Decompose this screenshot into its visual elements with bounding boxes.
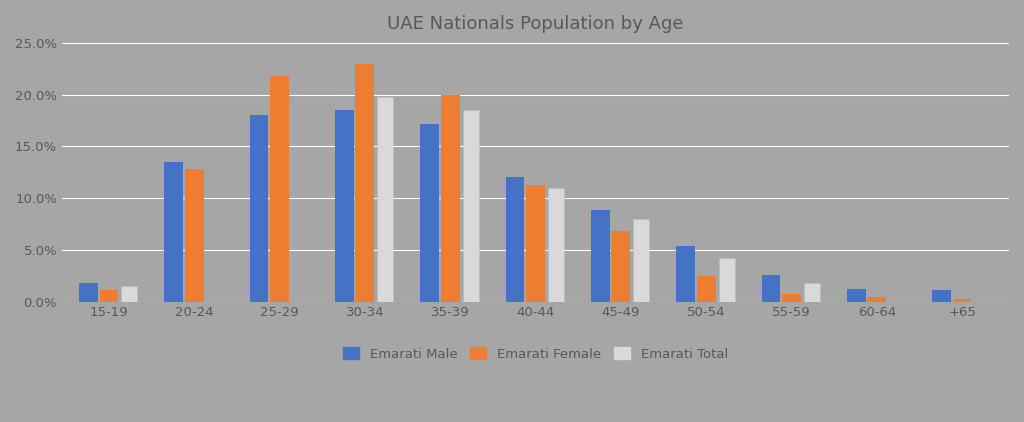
Bar	[804, 283, 820, 301]
Bar	[250, 115, 268, 301]
Bar	[440, 95, 460, 301]
Bar	[867, 298, 886, 301]
Bar	[719, 258, 734, 301]
Bar	[185, 169, 204, 301]
Bar	[335, 110, 353, 301]
Bar	[611, 231, 630, 301]
Bar	[548, 188, 564, 301]
Bar	[463, 110, 478, 301]
Title: UAE Nationals Population by Age: UAE Nationals Population by Age	[387, 15, 684, 33]
Bar	[847, 289, 865, 301]
Bar	[79, 283, 98, 301]
Bar	[355, 64, 374, 301]
Bar	[633, 219, 649, 301]
Legend: Emarati Male, Emarati Female, Emarati Total: Emarati Male, Emarati Female, Emarati To…	[337, 341, 734, 367]
Bar	[270, 76, 289, 301]
Bar	[591, 211, 609, 301]
Bar	[696, 276, 716, 301]
Bar	[99, 290, 119, 301]
Bar	[165, 162, 183, 301]
Bar	[676, 246, 695, 301]
Bar	[122, 286, 137, 301]
Bar	[782, 294, 801, 301]
Bar	[420, 124, 439, 301]
Bar	[952, 300, 972, 301]
Bar	[932, 290, 951, 301]
Bar	[378, 97, 393, 301]
Bar	[506, 177, 524, 301]
Bar	[526, 184, 545, 301]
Bar	[762, 275, 780, 301]
